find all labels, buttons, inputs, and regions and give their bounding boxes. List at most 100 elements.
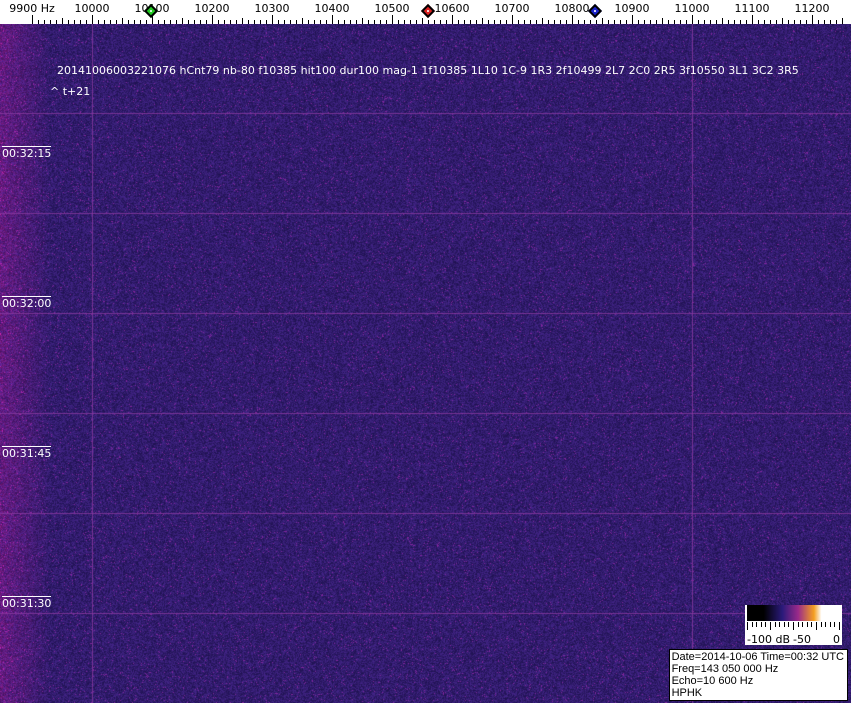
scale-tick [820, 622, 822, 627]
ruler-tick [584, 20, 585, 24]
scale-tick [839, 622, 840, 630]
ruler-tick [764, 20, 765, 24]
ruler-tick [122, 18, 123, 24]
info-box: Date=2014-10-06 Time=00:32 UTC Freq=143 … [668, 649, 848, 701]
scale-tick [783, 622, 785, 627]
ruler-tick [116, 20, 117, 24]
ruler-tick [518, 20, 519, 24]
ruler-tick [332, 15, 333, 24]
ruler-tick [38, 20, 39, 24]
ruler-tick [416, 20, 417, 24]
frequency-tick-label: 10900 [614, 2, 650, 15]
ruler-tick [326, 20, 327, 24]
scale-tick [829, 622, 831, 627]
ruler-tick [224, 20, 225, 24]
ruler-tick [476, 20, 477, 24]
ruler-tick [260, 20, 261, 24]
ruler-tick [608, 20, 609, 24]
ruler-tick [824, 20, 825, 24]
ruler-tick [686, 20, 687, 24]
ruler-tick [194, 20, 195, 24]
scale-label: 0 [833, 633, 840, 646]
ruler-tick [782, 18, 783, 24]
ruler-tick [830, 20, 831, 24]
ruler-tick [776, 20, 777, 24]
ruler-tick [482, 18, 483, 24]
scale-tick [797, 622, 799, 627]
frequency-tick-label: 11200 [794, 2, 830, 15]
time-label: 00:32:00 [2, 296, 52, 310]
ruler-tick [488, 20, 489, 24]
ruler-tick [626, 20, 627, 24]
ruler-tick [590, 20, 591, 24]
ruler-tick [692, 15, 693, 24]
time-offset-label: ^ t+21 [50, 85, 91, 98]
ruler-tick [386, 20, 387, 24]
scale-tick [765, 622, 767, 627]
ruler-tick [722, 18, 723, 24]
ruler-tick [734, 20, 735, 24]
scale-tick [779, 622, 781, 627]
ruler-tick [800, 20, 801, 24]
ruler-tick [164, 20, 165, 24]
ruler-tick [170, 20, 171, 24]
frequency: Freq=143 050 000 Hz [671, 663, 779, 675]
ruler-tick [470, 20, 471, 24]
ruler-tick [50, 20, 51, 24]
ruler-tick [338, 20, 339, 24]
ruler-tick [188, 20, 189, 24]
ruler-tick [740, 20, 741, 24]
ruler-tick [512, 15, 513, 24]
ruler-tick [500, 20, 501, 24]
frequency-tick-label: 10500 [374, 2, 410, 15]
ruler-tick [656, 20, 657, 24]
ruler-tick [746, 20, 747, 24]
ruler-tick [68, 20, 69, 24]
ruler-tick [278, 20, 279, 24]
time-label: 00:31:45 [2, 446, 52, 460]
ruler-tick [98, 20, 99, 24]
ruler-tick [542, 18, 543, 24]
ruler-tick [92, 15, 93, 24]
ruler-tick [458, 20, 459, 24]
ruler-tick [290, 20, 291, 24]
ruler-tick [140, 20, 141, 24]
red-frequency-marker[interactable] [420, 3, 436, 19]
ruler-tick [674, 20, 675, 24]
ruler-tick [44, 20, 45, 24]
ruler-tick [440, 20, 441, 24]
ruler-tick [422, 18, 423, 24]
ruler-tick [566, 20, 567, 24]
scale-tick [774, 622, 776, 627]
ruler-tick [836, 20, 837, 24]
waterfall-spectrogram [0, 24, 851, 703]
ruler-tick [368, 20, 369, 24]
ruler-tick [698, 20, 699, 24]
scale-label: -100 dB [747, 633, 790, 646]
ruler-tick [596, 20, 597, 24]
scale-tick [747, 622, 748, 630]
frequency-tick-label: 11100 [734, 2, 770, 15]
ruler-tick [308, 20, 309, 24]
ruler-tick [362, 18, 363, 24]
scale-label: -50 [793, 633, 811, 646]
ruler-tick [452, 15, 453, 24]
ruler-tick [446, 20, 447, 24]
ruler-tick [62, 18, 63, 24]
ruler-tick [662, 18, 663, 24]
color-scale: -100 dB -50 0 [745, 605, 842, 646]
ruler-tick [710, 20, 711, 24]
ruler-tick [272, 15, 273, 24]
ruler-tick [380, 20, 381, 24]
ruler-tick [638, 20, 639, 24]
blue-frequency-marker[interactable] [587, 3, 602, 19]
ruler-tick [794, 20, 795, 24]
color-scale-gradient [747, 605, 840, 621]
scale-tick [816, 622, 817, 630]
ruler-tick [242, 18, 243, 24]
date-time: Date=2014-10-06 Time=00:32 UTC [671, 651, 844, 663]
ruler-tick [632, 15, 633, 24]
ruler-tick [758, 20, 759, 24]
ruler-tick [680, 20, 681, 24]
